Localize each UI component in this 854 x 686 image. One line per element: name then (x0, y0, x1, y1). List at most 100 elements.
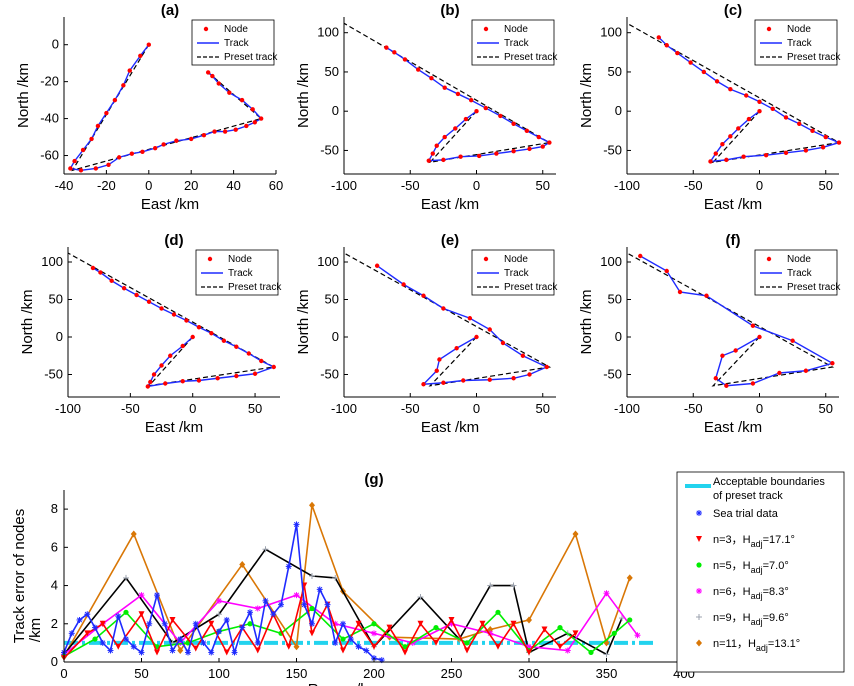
node-point (95, 123, 101, 129)
data-point-d2 (138, 592, 145, 598)
y-tick-label: 0 (51, 654, 58, 669)
data-point-d2 (76, 617, 83, 623)
data-point (254, 647, 261, 654)
node-point (469, 98, 474, 103)
data-point (293, 592, 300, 599)
node-point (127, 68, 132, 73)
node-point (151, 372, 157, 377)
data-point (177, 647, 184, 655)
data-point (479, 620, 486, 627)
node-point (511, 376, 516, 381)
node-point (216, 81, 221, 86)
data-point (223, 649, 230, 656)
legend-box (676, 471, 845, 673)
data-point (115, 613, 122, 620)
node-point (374, 263, 380, 268)
node-point (704, 293, 709, 298)
x-axis-label: East /km (704, 196, 762, 213)
node-point (733, 348, 738, 353)
node-point (810, 128, 815, 134)
legend-node-marker (203, 26, 209, 32)
data-point (433, 625, 439, 631)
legend-label: n=3，Hadj=17.1° (713, 534, 795, 549)
node-point (437, 357, 442, 362)
y-tick-label: -50 (603, 367, 622, 382)
data-point (316, 586, 323, 593)
legend-label: Node (224, 24, 248, 35)
node-point (441, 380, 446, 385)
x-tick-label: 0 (473, 401, 480, 416)
data-point (123, 636, 129, 643)
node-point (708, 159, 713, 164)
y-tick-label: -40 (40, 111, 59, 126)
data-point (603, 590, 610, 597)
data-point (130, 643, 137, 650)
data-point (564, 647, 571, 654)
data-point (510, 582, 517, 589)
series-line (63, 548, 623, 656)
panel-title: (b) (440, 2, 459, 19)
data-point (371, 643, 377, 650)
data-point (301, 601, 308, 608)
node-point (215, 376, 220, 381)
data-point (208, 620, 215, 627)
x-axis-label: Range /km (308, 681, 381, 686)
data-point (557, 625, 563, 631)
data-point (161, 620, 168, 627)
data-point (68, 630, 75, 637)
x-axis-label: East /km (704, 419, 762, 436)
data-point (216, 628, 222, 635)
x-tick-label: -100 (331, 178, 357, 193)
data-point (371, 630, 377, 637)
node-point (121, 83, 126, 88)
track-line (386, 47, 551, 162)
data-point-d2 (332, 640, 338, 646)
legend-label: Track (504, 38, 530, 49)
node-point (93, 166, 99, 171)
data-point (293, 643, 300, 651)
x-tick-label: 300 (518, 666, 540, 681)
y-axis-label-unit: /km (27, 618, 44, 642)
data-point (138, 611, 145, 618)
data-point-d2 (309, 621, 315, 627)
data-point (696, 510, 702, 516)
subplot-c: -100 -50 0 50 -50 0 50 100 (c) East /km North /km N… (578, 2, 841, 213)
y-tick-label: 2 (51, 616, 58, 631)
node-point (511, 121, 516, 126)
legend-node-marker (483, 256, 489, 262)
data-point (696, 614, 702, 620)
node-point (720, 141, 725, 147)
node-point (416, 67, 421, 72)
node-point (511, 149, 516, 154)
y-tick-label: 100 (600, 25, 622, 40)
data-point (696, 639, 702, 647)
data-point-d2 (216, 628, 222, 634)
node-point (757, 109, 762, 114)
x-tick-label: 0 (145, 178, 152, 193)
preset-track-line (68, 252, 276, 387)
x-axis-label: East /km (421, 419, 479, 436)
data-point (324, 601, 331, 608)
node-point (474, 334, 479, 340)
node-point (744, 93, 749, 98)
data-point-d2 (231, 649, 238, 655)
node-point (701, 69, 707, 75)
data-point-d2 (123, 636, 129, 642)
node-point (677, 289, 683, 295)
data-point-d2 (262, 598, 269, 604)
data-point (347, 636, 354, 643)
data-point (541, 626, 548, 633)
data-point-d2 (255, 640, 261, 646)
data-point (247, 621, 253, 627)
data-point-d2 (200, 640, 207, 646)
node-point (271, 364, 276, 370)
legend-label: Preset track (787, 52, 841, 63)
x-tick-label: -20 (97, 178, 116, 193)
data-point-d2 (293, 592, 300, 598)
data-point (223, 616, 230, 623)
node-point (434, 368, 439, 373)
node-point (163, 381, 168, 386)
data-point-d2 (177, 636, 183, 642)
data-point-d2 (324, 602, 331, 608)
node-point (736, 126, 741, 131)
